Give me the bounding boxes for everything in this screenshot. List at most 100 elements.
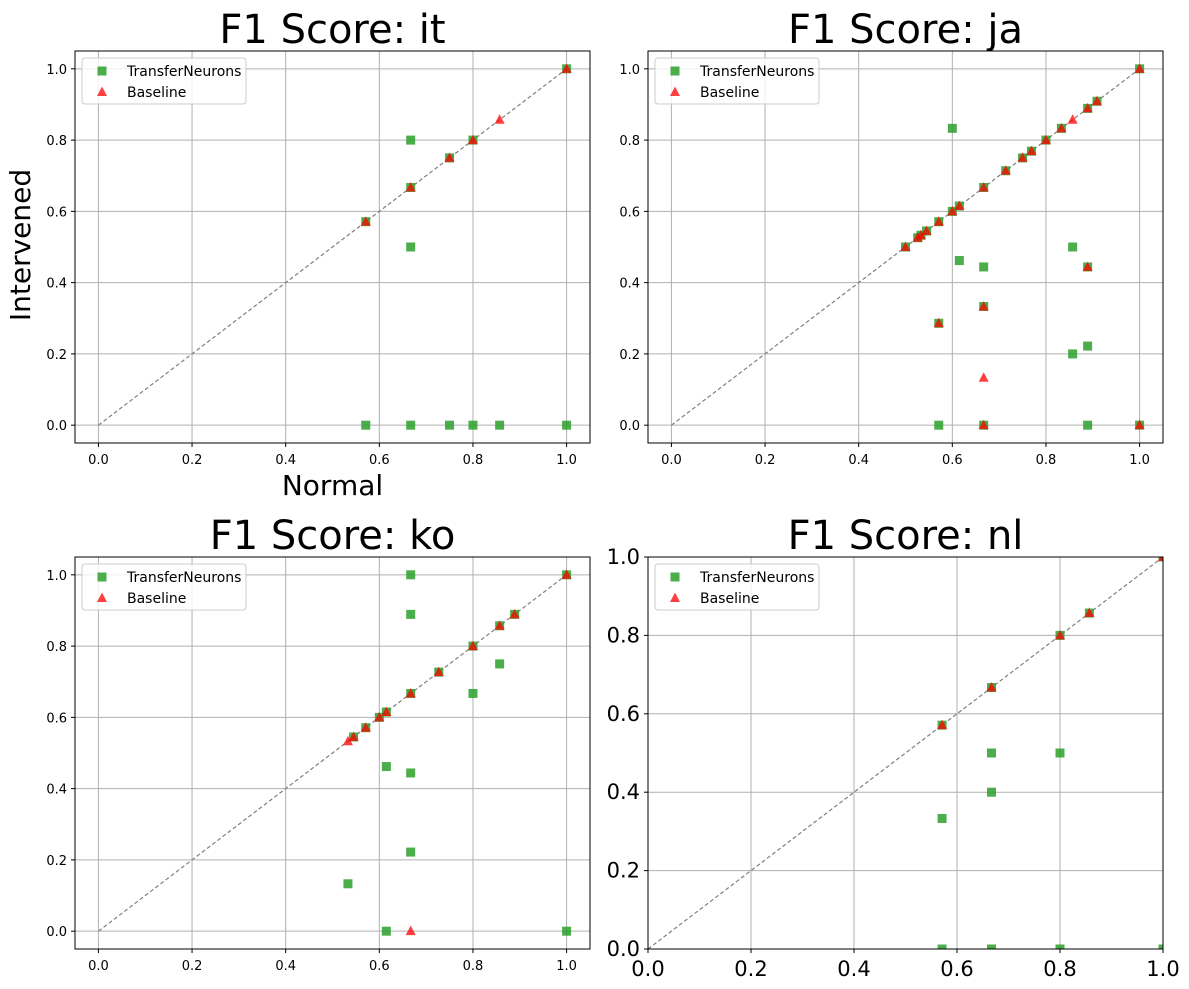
y-tick-label: 0.2: [607, 859, 640, 883]
x-tick-label: 0.6: [369, 959, 390, 974]
point-baseline: [467, 134, 478, 145]
y-tick-label: 0.6: [46, 711, 67, 726]
x-tick-label: 0.8: [1036, 453, 1057, 468]
y-axis-label: Intervened: [4, 169, 37, 321]
y-tick-label: 0.0: [607, 937, 640, 961]
legend-marker-transferneurons: [670, 572, 680, 582]
y-tick-label: 0.0: [46, 925, 67, 940]
y-tick-label: 1.0: [607, 545, 640, 569]
legend-marker-baseline: [670, 592, 680, 602]
x-tick-label: 0.4: [848, 453, 869, 468]
point-baseline: [494, 620, 505, 630]
y-tick-label: 0.8: [46, 640, 67, 655]
point-baseline: [1056, 122, 1067, 133]
point-transferneurons: [979, 262, 989, 272]
point-baseline: [937, 719, 948, 730]
y-tick-label: 0.2: [619, 348, 640, 363]
point-transferneurons: [468, 688, 478, 698]
point-baseline: [1055, 629, 1065, 640]
legend-marker-transferneurons: [97, 572, 107, 582]
point-baseline: [978, 181, 989, 192]
point-baseline: [1067, 114, 1078, 124]
x-tick-label: 0.6: [369, 453, 390, 468]
x-tick-label: 0.2: [734, 957, 767, 981]
chart-title: F1 Score: it: [219, 7, 445, 53]
x-tick-label: 0.2: [182, 959, 203, 974]
point-transferneurons: [468, 420, 478, 430]
axes-frame: [74, 556, 591, 950]
point-transferneurons: [381, 762, 391, 772]
point-baseline: [1017, 152, 1028, 162]
point-baseline: [444, 152, 455, 162]
point-baseline: [1082, 261, 1093, 271]
x-tick-label: 0.0: [88, 453, 109, 468]
point-baseline: [494, 114, 505, 124]
y-tick-label: 1.0: [46, 63, 67, 78]
point-baseline: [1134, 63, 1145, 73]
x-tick-label: 0.0: [631, 957, 664, 981]
point-baseline: [1026, 145, 1037, 156]
chart-title: F1 Score: nl: [788, 513, 1024, 559]
legend-box: [654, 563, 820, 611]
point-baseline: [915, 229, 926, 240]
point-baseline: [954, 200, 965, 211]
y-tick-label: 1.0: [46, 569, 67, 584]
x-tick-label: 1.0: [556, 959, 577, 974]
legend-label: TransferNeurons: [126, 64, 241, 80]
point-baseline: [947, 205, 958, 216]
legend-box: [654, 57, 820, 105]
point-transferneurons: [954, 256, 964, 266]
point-transferneurons: [445, 420, 455, 430]
legend-marker-baseline: [670, 86, 680, 96]
point-transferneurons: [406, 847, 416, 857]
point-transferneurons: [987, 787, 997, 797]
point-transferneurons: [1068, 349, 1078, 359]
x-tick-label: 0.4: [275, 453, 296, 468]
y-tick-label: 0.4: [607, 780, 640, 804]
legend-label: TransferNeurons: [699, 570, 814, 586]
legend: TransferNeurons Baseline: [81, 57, 247, 105]
y-tick-label: 0.0: [619, 419, 640, 434]
point-baseline: [1134, 419, 1145, 430]
x-tick-label: 0.8: [463, 959, 484, 974]
point-transferneurons: [947, 123, 957, 133]
data-layer: [937, 557, 1163, 949]
y-tick-label: 0.6: [46, 205, 67, 220]
point-baseline: [986, 682, 997, 692]
legend-label: TransferNeurons: [699, 64, 814, 80]
point-baseline: [1000, 165, 1011, 175]
x-tick-label: 1.0: [1146, 957, 1179, 981]
reference-diagonal: [98, 68, 567, 426]
y-tick-label: 0.6: [607, 702, 640, 726]
chart-panel: 0.0 0.2 0.4 0.6 0.8 1.0 0.0 0.2 0.4 0.6 0.8 1.0 F1 S…: [607, 513, 1180, 981]
y-tick-label: 0.2: [46, 348, 67, 363]
point-transferneurons: [934, 420, 944, 430]
point-baseline: [561, 569, 572, 579]
point-transferneurons: [562, 926, 572, 936]
y-tick-label: 0.2: [46, 854, 67, 869]
legend-label: Baseline: [700, 591, 759, 607]
reference-diagonal: [98, 574, 567, 932]
x-tick-label: 0.0: [88, 959, 109, 974]
x-tick-label: 0.6: [942, 453, 963, 468]
point-baseline: [978, 372, 989, 382]
point-baseline: [1082, 102, 1093, 113]
point-transferneurons: [987, 748, 997, 758]
x-tick-label: 0.6: [940, 957, 973, 981]
point-transferneurons: [406, 420, 416, 430]
point-baseline: [933, 216, 944, 226]
axes-frame: [647, 50, 1164, 444]
point-baseline: [405, 687, 416, 698]
reference-diagonal: [647, 556, 1164, 950]
legend-label: Baseline: [127, 85, 186, 101]
point-transferneurons: [495, 420, 505, 430]
point-baseline: [1091, 95, 1102, 106]
point-transferneurons: [1158, 944, 1163, 949]
chart-title: F1 Score: ja: [788, 7, 1023, 53]
point-transferneurons: [361, 420, 371, 430]
point-baseline: [933, 317, 944, 328]
point-transferneurons: [406, 768, 416, 778]
point-baseline: [1084, 607, 1095, 618]
point-transferneurons: [937, 944, 947, 949]
point-transferneurons: [406, 135, 416, 145]
